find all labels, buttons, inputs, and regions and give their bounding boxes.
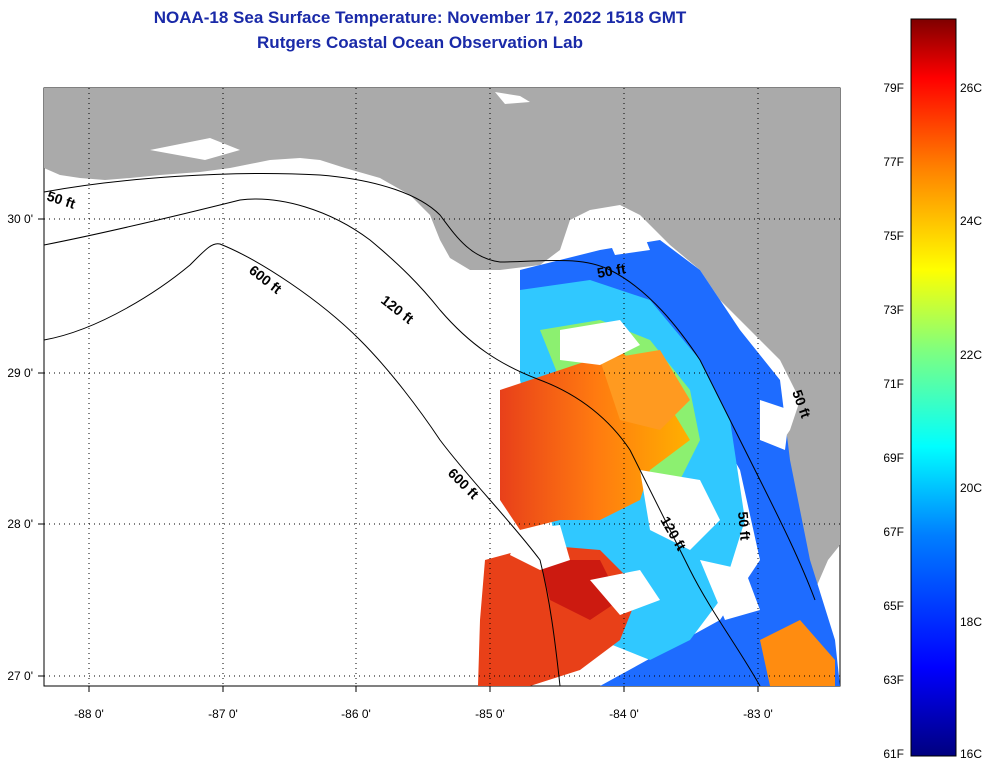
colorbar-f-label: 61F bbox=[883, 747, 904, 761]
colorbar-f-label: 79F bbox=[883, 81, 904, 95]
lat-tick-label: 30 0' bbox=[7, 212, 33, 226]
colorbar-f-labels: 79F 77F 75F 73F 71F 69F 67F 65F 63F 61F bbox=[883, 81, 904, 761]
map-subtitle: Rutgers Coastal Ocean Observation Lab bbox=[257, 33, 583, 52]
colorbar-f-label: 77F bbox=[883, 155, 904, 169]
contour-label: 50 ft bbox=[596, 260, 627, 281]
sst-swath bbox=[478, 220, 840, 686]
colorbar-c-label: 24C bbox=[960, 214, 982, 228]
colorbar-c-label: 18C bbox=[960, 615, 982, 629]
lat-tick-label: 27 0' bbox=[7, 669, 33, 683]
bay-patch bbox=[495, 92, 530, 104]
colorbar-c-label: 22C bbox=[960, 348, 982, 362]
bay-patch bbox=[150, 138, 240, 160]
lon-tick-label: -88 0' bbox=[74, 707, 104, 721]
colorbar-f-label: 65F bbox=[883, 599, 904, 613]
barrier-island bbox=[60, 110, 130, 165]
colorbar-f-label: 67F bbox=[883, 525, 904, 539]
colorbar-f-label: 71F bbox=[883, 377, 904, 391]
contour-label: 50 ft bbox=[735, 511, 753, 541]
colorbar-c-label: 20C bbox=[960, 481, 982, 495]
colorbar-c-label: 26C bbox=[960, 81, 982, 95]
contour-600ft bbox=[44, 243, 561, 686]
map-body: 50 ft 600 ft 120 ft 50 ft 600 ft 120 ft … bbox=[44, 88, 840, 686]
lon-tick-label: -86 0' bbox=[341, 707, 371, 721]
map-title: NOAA-18 Sea Surface Temperature: Novembe… bbox=[153, 8, 687, 27]
land-mass bbox=[44, 88, 840, 600]
colorbar-c-labels: 26C 24C 22C 20C 18C 16C bbox=[960, 81, 982, 761]
lon-tick-label: -85 0' bbox=[475, 707, 505, 721]
colorbar-f-label: 63F bbox=[883, 673, 904, 687]
colorbar-f-label: 75F bbox=[883, 229, 904, 243]
lat-tick-label: 28 0' bbox=[7, 517, 33, 531]
colorbar-f-label: 69F bbox=[883, 451, 904, 465]
lon-tick-label: -84 0' bbox=[609, 707, 639, 721]
colorbar-c-label: 16C bbox=[960, 747, 982, 761]
axis-ticks bbox=[38, 218, 759, 692]
colorbar-f-label: 73F bbox=[883, 303, 904, 317]
lat-tick-label: 29 0' bbox=[7, 366, 33, 380]
lon-tick-label: -87 0' bbox=[208, 707, 238, 721]
colorbar bbox=[910, 18, 957, 757]
lon-tick-label: -83 0' bbox=[743, 707, 773, 721]
depth-contours bbox=[44, 173, 816, 686]
contour-50ft bbox=[44, 173, 816, 601]
contour-120ft bbox=[44, 198, 761, 686]
